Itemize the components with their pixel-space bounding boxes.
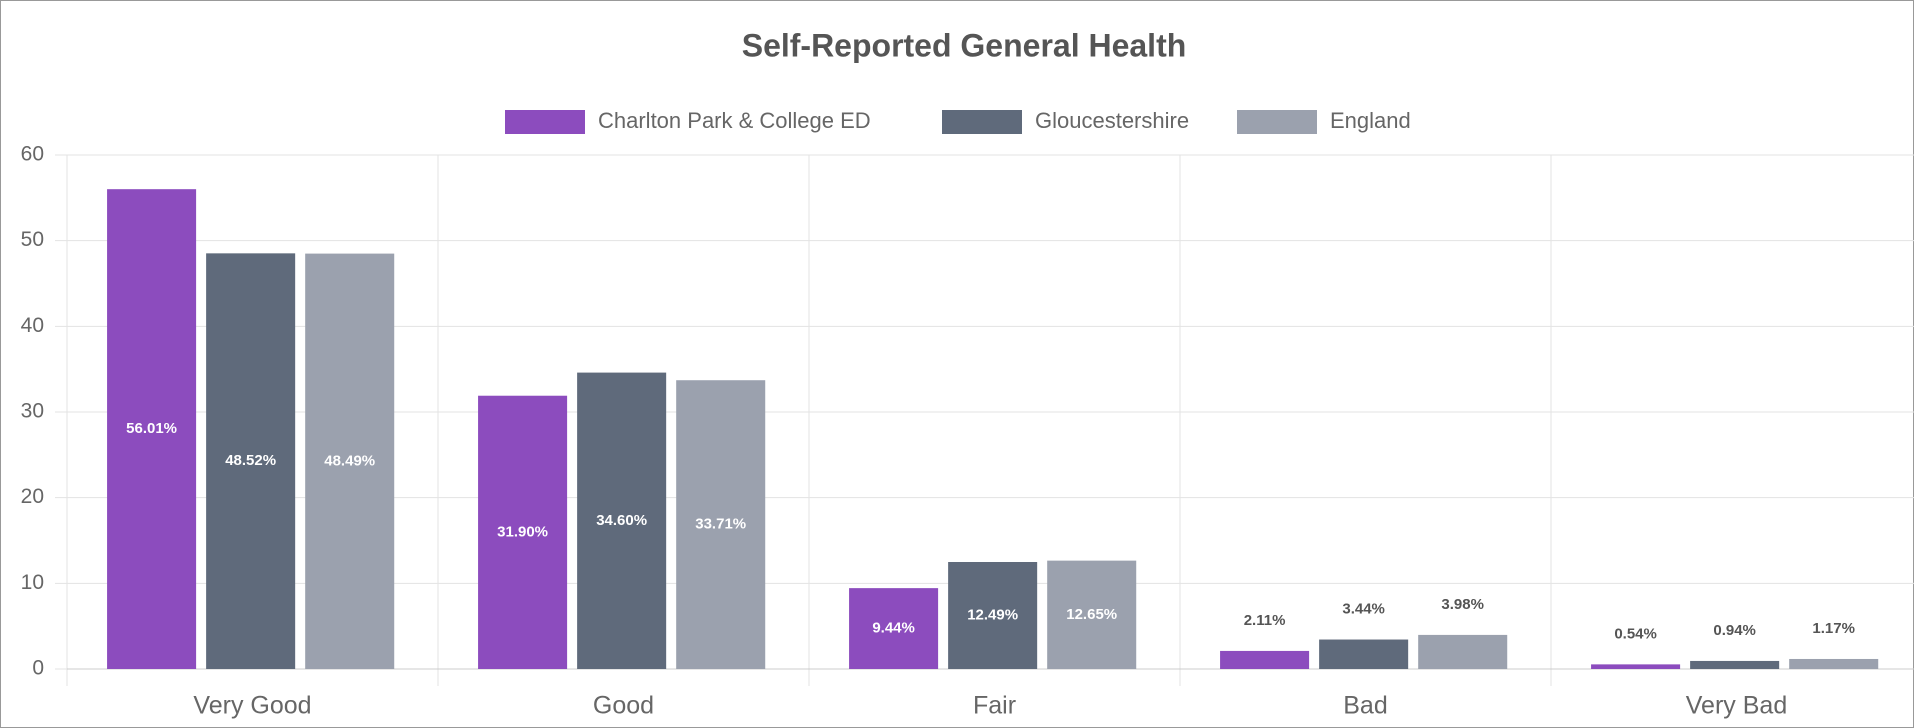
bar (676, 380, 766, 669)
bar (107, 189, 197, 669)
bar (577, 372, 667, 669)
legend-label: Gloucestershire (1035, 108, 1189, 133)
legend-swatch (1237, 110, 1317, 134)
value-label: 3.98% (1441, 596, 1484, 613)
y-tick-label: 0 (32, 657, 44, 680)
bar (1418, 634, 1508, 669)
value-label: 1.17% (1812, 620, 1855, 637)
value-label: 56.01% (126, 420, 177, 437)
y-tick-label: 50 (21, 228, 44, 251)
bar (1220, 650, 1310, 669)
legend-swatch (942, 110, 1022, 134)
bar (478, 395, 568, 669)
bar (849, 588, 939, 669)
legend-label: England (1330, 108, 1411, 133)
bar (1591, 664, 1681, 669)
value-label: 12.49% (967, 606, 1018, 623)
value-label: 12.65% (1066, 606, 1117, 623)
x-tick-label: Very Bad (1686, 692, 1787, 720)
value-label: 0.94% (1713, 622, 1756, 639)
y-tick-label: 30 (21, 400, 44, 423)
chart-title: Self-Reported General Health (742, 27, 1187, 63)
x-tick-label: Very Good (193, 692, 311, 720)
value-label: 31.90% (497, 523, 548, 540)
value-label: 48.49% (324, 452, 375, 469)
legend-swatch (505, 110, 585, 134)
y-tick-label: 10 (21, 571, 44, 594)
bar (1690, 660, 1780, 669)
legend-label: Charlton Park & College ED (598, 108, 871, 133)
bar (206, 253, 296, 669)
bar (1319, 639, 1409, 669)
bar (1789, 658, 1879, 669)
value-label: 9.44% (872, 620, 915, 637)
bar (305, 253, 395, 669)
value-label: 0.54% (1614, 625, 1657, 642)
x-tick-label: Fair (973, 692, 1016, 720)
value-label: 34.60% (596, 512, 647, 529)
bar (1047, 560, 1137, 669)
y-tick-label: 40 (21, 314, 44, 337)
y-tick-label: 60 (21, 143, 44, 166)
x-tick-label: Bad (1343, 692, 1387, 720)
bar (948, 562, 1038, 669)
value-label: 3.44% (1342, 600, 1385, 617)
value-label: 33.71% (695, 516, 746, 533)
y-tick-label: 20 (21, 485, 44, 508)
value-label: 48.52% (225, 452, 276, 469)
x-tick-label: Good (593, 692, 654, 720)
value-label: 2.11% (1244, 612, 1286, 629)
